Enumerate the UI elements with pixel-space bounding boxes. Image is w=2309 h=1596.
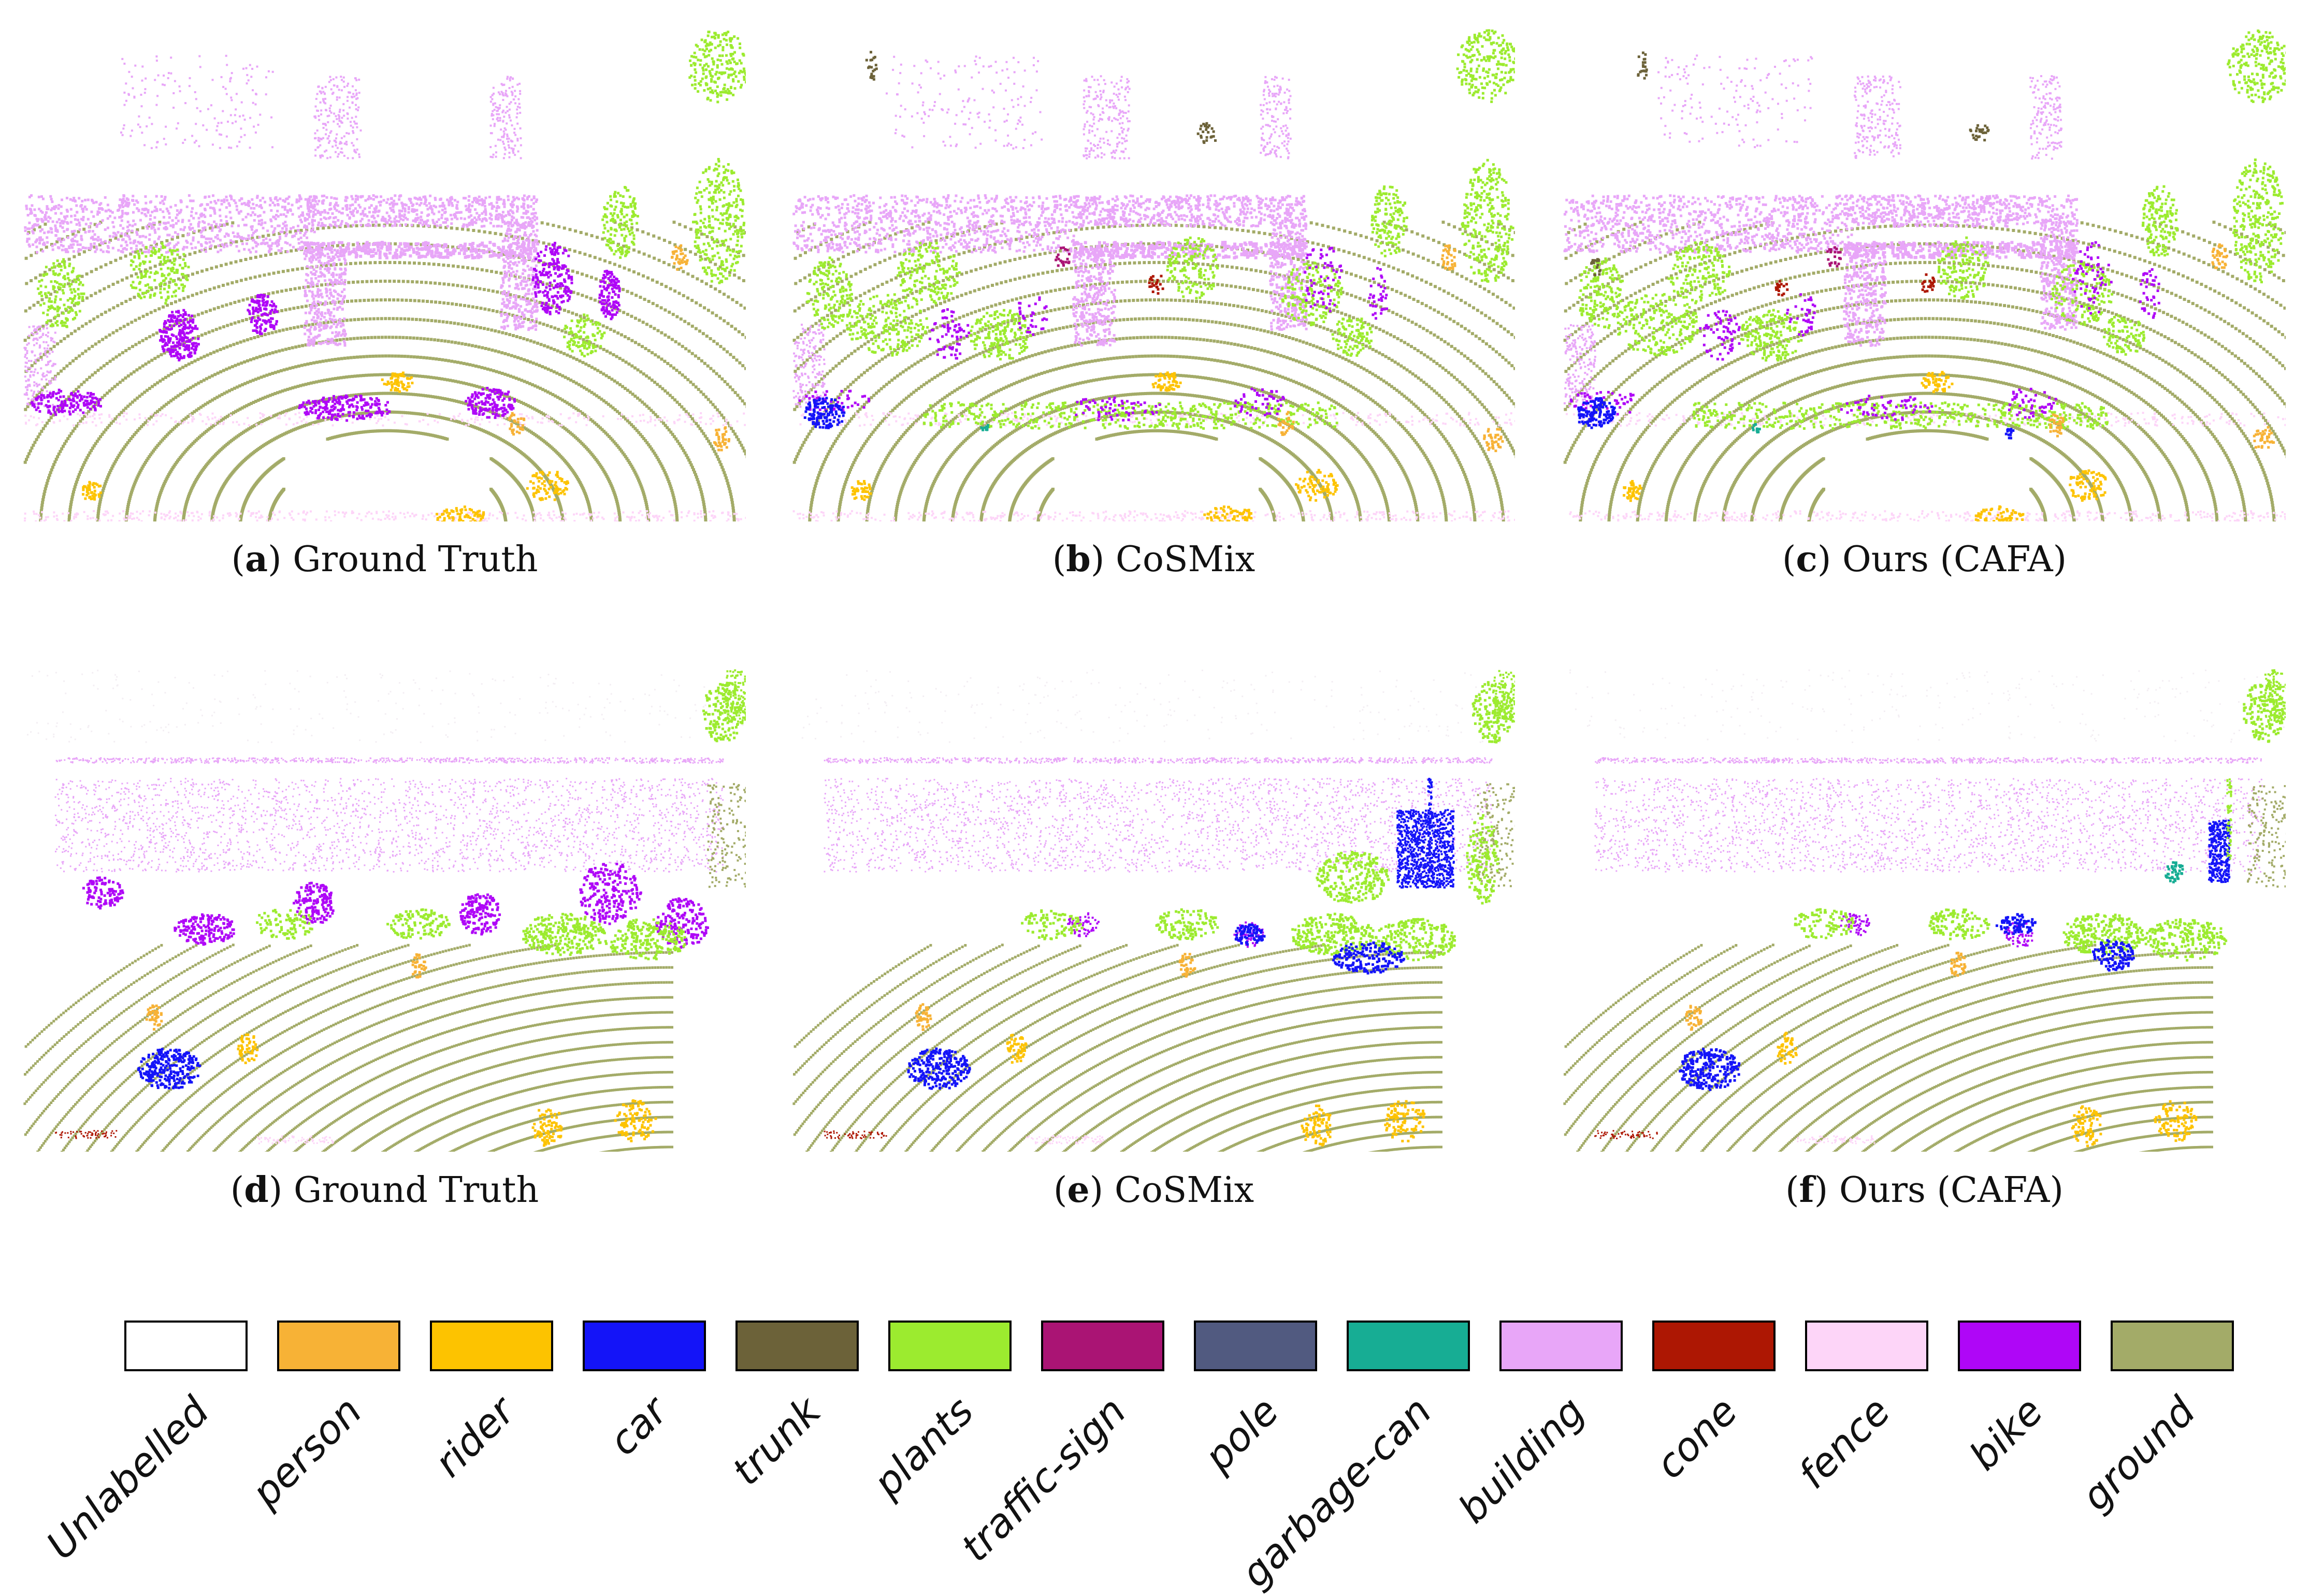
- panel-letter: a: [245, 539, 268, 580]
- legend-swatch-unlabelled: [124, 1321, 248, 1371]
- panel-letter: d: [244, 1169, 269, 1211]
- point-cloud-image: [792, 23, 1515, 521]
- legend-label-rider: rider: [426, 1388, 524, 1486]
- panel-caption: (d) Ground Truth: [23, 1169, 746, 1211]
- legend-swatch-garbage-can: [1347, 1321, 1470, 1371]
- legend-label-bike: bike: [1960, 1388, 2052, 1479]
- legend-label-cone: cone: [1646, 1388, 1745, 1487]
- legend-label-pole: pole: [1195, 1388, 1288, 1480]
- panel-letter: b: [1066, 539, 1091, 580]
- panel-e-point-cloud: [792, 654, 1515, 1152]
- panel-caption: (e) CoSMix: [792, 1169, 1515, 1211]
- panel-letter: f: [1799, 1169, 1814, 1211]
- point-cloud-image: [23, 23, 746, 521]
- point-cloud-image: [1563, 23, 2286, 521]
- panel-f-point-cloud: [1563, 654, 2286, 1152]
- legend-label-fence: fence: [1789, 1388, 1899, 1498]
- panel-label: CoSMix: [1116, 539, 1255, 580]
- point-cloud-image: [792, 654, 1515, 1152]
- legend-swatch-ground: [2111, 1321, 2234, 1371]
- legend-label-trunk: trunk: [723, 1388, 829, 1494]
- legend-label-unlabelled: Unlabelled: [38, 1388, 218, 1568]
- legend-swatch-bike: [1958, 1321, 2081, 1371]
- legend-swatch-rider: [430, 1321, 553, 1371]
- panel-caption: (b) CoSMix: [792, 539, 1515, 580]
- panel-letter: e: [1067, 1169, 1089, 1211]
- legend-swatch-traffic-sign: [1041, 1321, 1164, 1371]
- legend-swatch-car: [583, 1321, 706, 1371]
- legend-swatch-trunk: [735, 1321, 859, 1371]
- panel-caption: (c) Ours (CAFA): [1563, 539, 2286, 580]
- panel-label: Ground Truth: [294, 1170, 539, 1211]
- legend-swatch-fence: [1805, 1321, 1928, 1371]
- legend-label-building: building: [1449, 1388, 1593, 1532]
- panel-label: CoSMix: [1115, 1170, 1254, 1211]
- panel-label: Ours (CAFA): [1842, 539, 2067, 580]
- panel-c-point-cloud: [1563, 23, 2286, 521]
- legend-swatch-pole: [1194, 1321, 1317, 1371]
- legend-label-plants: plants: [864, 1388, 982, 1506]
- panel-label: Ground Truth: [293, 539, 538, 580]
- legend-swatch-person: [277, 1321, 400, 1371]
- legend-label-traffic-sign: traffic-sign: [952, 1388, 1135, 1571]
- point-cloud-image: [1563, 654, 2286, 1152]
- panel-caption: (f) Ours (CAFA): [1563, 1169, 2286, 1211]
- panel-d-point-cloud: [23, 654, 746, 1152]
- panel-a-point-cloud: [23, 23, 746, 521]
- panel-letter: c: [1796, 539, 1817, 580]
- legend-label-car: car: [600, 1388, 676, 1464]
- panel-label: Ours (CAFA): [1839, 1170, 2063, 1211]
- legend-swatch-cone: [1652, 1321, 1776, 1371]
- legend-swatch-plants: [888, 1321, 1012, 1371]
- legend-swatch-building: [1499, 1321, 1623, 1371]
- panel-caption: (a) Ground Truth: [23, 539, 746, 580]
- panel-b-point-cloud: [792, 23, 1515, 521]
- point-cloud-image: [23, 654, 746, 1152]
- legend-label-person: person: [243, 1388, 371, 1516]
- legend-label-ground: ground: [2073, 1388, 2204, 1519]
